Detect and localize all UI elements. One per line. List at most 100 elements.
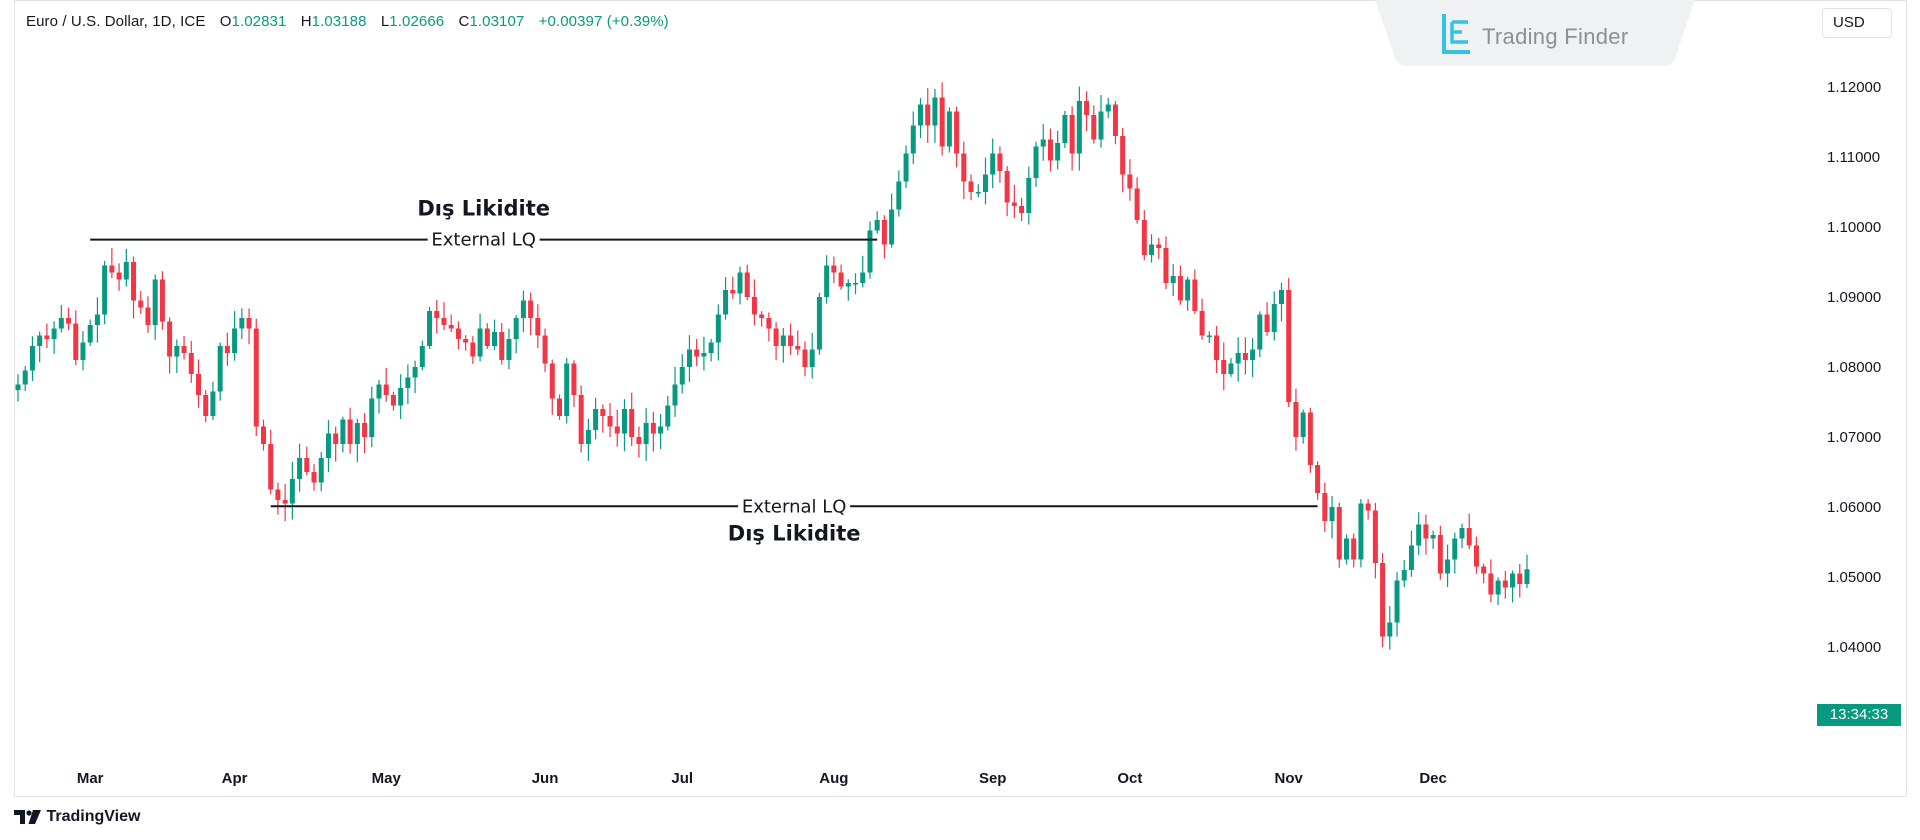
candle-body (232, 328, 238, 353)
candle (795, 330, 801, 356)
candle (1134, 177, 1140, 224)
candle (477, 313, 483, 362)
candle (174, 339, 180, 373)
candle (1214, 326, 1220, 374)
candle-body (116, 272, 122, 280)
candle (325, 420, 331, 473)
currency-selector[interactable]: USD (1822, 8, 1892, 38)
candle (1141, 210, 1147, 261)
candle-body (181, 346, 187, 353)
candle (15, 374, 21, 402)
candle-body (37, 335, 43, 346)
candle (1401, 560, 1407, 588)
candle (1242, 337, 1248, 375)
candle (239, 308, 245, 339)
candle (1257, 311, 1263, 358)
candle (1416, 512, 1422, 555)
candle-body (203, 395, 209, 416)
chart-frame[interactable] (14, 0, 1907, 797)
price-tick-label: 1.09000 (1827, 289, 1881, 306)
candle (629, 392, 635, 447)
candle-body (1105, 104, 1111, 112)
candle-body (513, 318, 519, 339)
candle-body (838, 272, 844, 287)
candle (614, 409, 620, 447)
candle (1091, 105, 1097, 144)
price-axis: 1.12000 1.11000 1.10000 1.09000 1.08000 1.070… (1827, 79, 1881, 726)
candle-body (954, 111, 960, 154)
candle (621, 399, 627, 452)
candle (853, 273, 859, 295)
candle (982, 157, 988, 205)
candle-body (340, 419, 346, 444)
candle (1004, 166, 1010, 217)
candle-body (1380, 563, 1386, 637)
price-tick-label: 1.12000 (1827, 79, 1881, 96)
time-axis: Mar Apr May Jun Jul Aug Sep Oct Nov Dec (77, 770, 1447, 787)
candle (874, 211, 880, 234)
candle-body (1524, 569, 1530, 584)
candle (1156, 237, 1162, 259)
candle (1430, 530, 1436, 549)
tradingview-footer[interactable]: TradingView (14, 808, 140, 826)
low-value: 1.02666 (389, 13, 445, 30)
candle-body (1372, 510, 1378, 563)
candle-body (1026, 178, 1032, 213)
candle-body (845, 283, 851, 287)
candle (701, 336, 707, 371)
candle-body (607, 416, 613, 427)
candle-body (1112, 104, 1118, 136)
candle-body (809, 349, 815, 367)
candle-body (398, 388, 404, 406)
candle-body (1069, 115, 1075, 154)
candle (1445, 544, 1451, 587)
candle-body (1466, 528, 1472, 546)
candle-body (1517, 573, 1523, 584)
month-tick-label: Sep (979, 770, 1007, 787)
candle-body (1351, 538, 1357, 560)
candle (1329, 496, 1335, 539)
candle (1170, 264, 1176, 296)
candle (188, 340, 194, 383)
candle-body (1445, 559, 1451, 574)
candle-body (477, 328, 483, 357)
candle-body (528, 300, 534, 318)
candle-body (1214, 335, 1220, 360)
candle (593, 398, 599, 440)
candle-body (1127, 174, 1133, 189)
candle-body (1473, 545, 1479, 567)
candle-body (463, 339, 469, 343)
candle-body (629, 409, 635, 437)
month-tick-label: Jun (532, 770, 559, 787)
candle-body (614, 426, 620, 434)
candle (694, 338, 700, 367)
candle (58, 305, 64, 333)
candle (1250, 337, 1256, 377)
candle (788, 323, 794, 355)
candle (1011, 184, 1017, 219)
candle (275, 482, 281, 515)
candle (730, 276, 736, 299)
month-tick-label: Mar (77, 770, 104, 787)
candle-body (138, 300, 144, 308)
candle (1322, 482, 1328, 533)
candle-body (253, 328, 259, 427)
candle (954, 106, 960, 168)
candle (1394, 572, 1400, 637)
candle-body (896, 181, 902, 210)
candle-body (1300, 412, 1306, 437)
month-tick-label: Apr (222, 770, 248, 787)
external-lq-label: External LQ (431, 230, 536, 251)
symbol-name[interactable]: Euro / U.S. Dollar, 1D, ICE (26, 13, 206, 30)
candle-body (174, 346, 180, 357)
candle (463, 335, 469, 351)
price-tick-label: 1.11000 (1827, 149, 1880, 166)
candle-body (1510, 573, 1516, 588)
candle-body (1163, 248, 1169, 283)
candle-body (932, 97, 938, 126)
candle-body (1134, 188, 1140, 220)
high-label: H (300, 13, 312, 30)
candle-body (347, 419, 353, 444)
candle-body (109, 265, 115, 273)
